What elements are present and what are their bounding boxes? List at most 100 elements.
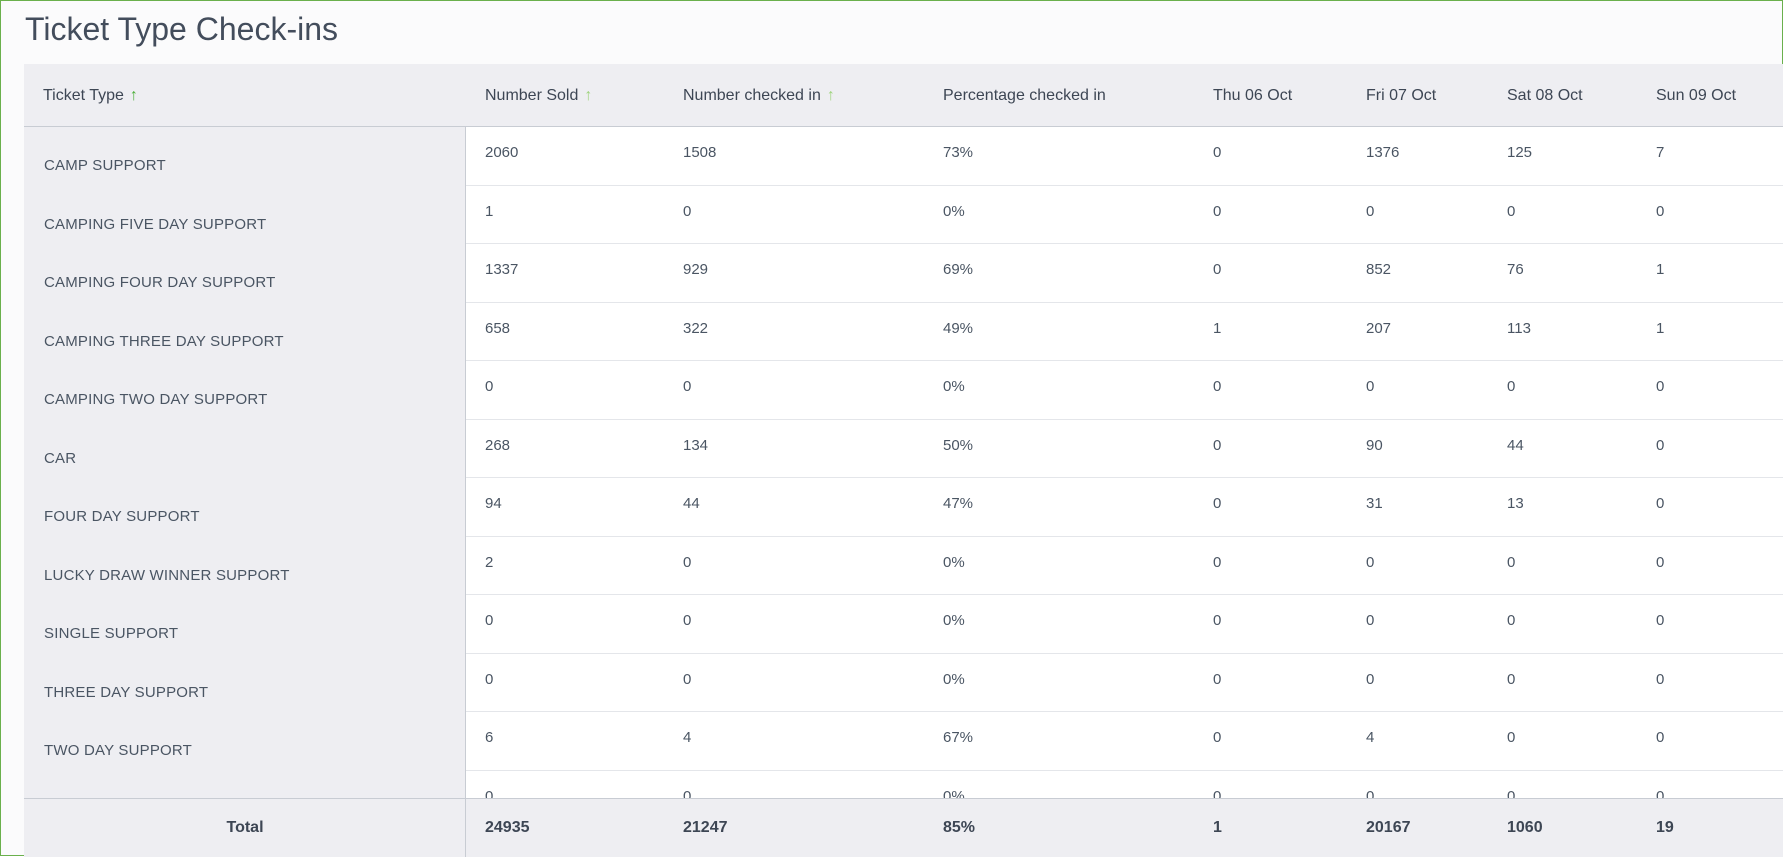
row-divider (466, 243, 1783, 244)
ticket-type-name: FOUR DAY SUPPORT (44, 508, 200, 525)
table-cell: 0 (1656, 553, 1665, 571)
table-cell: 0 (1366, 670, 1375, 688)
row-divider (466, 652, 1783, 654)
arrow-up-icon[interactable]: ↑ (584, 87, 593, 104)
header-number-checked-in[interactable]: Number checked in ↑ (683, 64, 835, 127)
table-row[interactable]: SINGLE SUPPORT 0 0 0% 0 0 0 0 (24, 595, 1783, 654)
table-cell: 0 (1656, 787, 1665, 805)
table-cell: 0 (485, 612, 494, 629)
table-cell: 6 (485, 729, 494, 746)
total-sun: 19 (1656, 819, 1674, 836)
table-cell: 0 (485, 670, 494, 688)
ticket-type-name: THREE DAY SUPPORT (44, 683, 209, 701)
ticket-type-name: CAMPING TWO DAY SUPPORT (44, 391, 268, 408)
table-cell: 0% (943, 670, 965, 688)
table-cell: 0 (1656, 436, 1665, 454)
table-cell: 0 (683, 202, 692, 220)
table-cell: 73% (943, 144, 974, 161)
table-cell: 0 (1366, 378, 1375, 395)
table-cell: 2060 (485, 144, 519, 161)
row-divider (466, 477, 1783, 478)
table-cell: 1337 (485, 261, 519, 278)
header-number-sold[interactable]: Number Sold ↑ (485, 64, 592, 127)
table-cell: 0 (1656, 729, 1665, 746)
row-divider (466, 594, 1783, 595)
table-cell: 0 (1213, 144, 1222, 161)
table-row[interactable]: CAMPING TWO DAY SUPPORT 0 0 0% 0 0 0 0 (24, 361, 1783, 420)
table-cell: 0 (1656, 670, 1665, 688)
table-cell: 929 (683, 261, 709, 278)
table-row[interactable]: FOUR DAY SUPPORT 94 44 47% 0 31 13 0 (24, 478, 1783, 537)
total-thu: 1 (1213, 819, 1222, 836)
header-thu[interactable]: Thu 06 Oct (1213, 64, 1292, 127)
table-cell: 0 (1656, 202, 1665, 220)
table-cell: 268 (485, 436, 511, 454)
table-cell: 0 (1366, 787, 1375, 805)
ticket-type-name: CAMPING FOUR DAY SUPPORT (44, 274, 276, 291)
row-divider (466, 360, 1783, 361)
table-row[interactable]: THREE DAY SUPPORT 0 0 0% 0 0 0 0 (24, 654, 1783, 712)
ticket-type-column (24, 127, 466, 857)
table-cell: 90 (1366, 436, 1383, 454)
header-label: Number Sold (485, 87, 579, 104)
header-sat[interactable]: Sat 08 Oct (1507, 64, 1583, 127)
table-cell: 13 (1507, 495, 1524, 512)
table-cell: 31 (1366, 495, 1383, 512)
ticket-type-name: SINGLE SUPPORT (44, 625, 179, 642)
table-cell: 0 (1507, 202, 1516, 220)
table-cell: 0 (1213, 436, 1222, 454)
checkins-table[interactable]: Ticket Type ↑ Number Sold ↑ Number checked… (24, 64, 1783, 857)
table-cell: 1376 (1366, 144, 1400, 161)
table-cell: 322 (683, 319, 709, 337)
row-divider (466, 535, 1783, 537)
table-row[interactable]: CAMPING FOUR DAY SUPPORT 1337 929 69% 0 852 76… (24, 244, 1783, 303)
row-divider (466, 769, 1783, 771)
table-cell: 0% (943, 202, 965, 220)
table-cell: 0 (1656, 378, 1665, 395)
table-cell: 44 (683, 495, 700, 512)
table-cell: 4 (1366, 729, 1375, 746)
table-cell: 1 (485, 202, 494, 220)
arrow-up-icon[interactable]: ↑ (129, 87, 138, 104)
ticket-type-name: CAMPING FIVE DAY SUPPORT (44, 215, 267, 233)
table-cell: 49% (943, 319, 974, 337)
table-cell: 2 (485, 553, 494, 571)
table-cell: 50% (943, 436, 974, 454)
arrow-up-icon[interactable]: ↑ (826, 87, 835, 104)
header-label: Ticket Type (43, 87, 124, 104)
table-row[interactable]: CAMPING THREE DAY SUPPORT 658 322 49% 1 207 11… (24, 303, 1783, 361)
table-row[interactable]: CAMP SUPPORT 2060 1508 73% 0 1376 125 7 (24, 127, 1783, 186)
header-fri[interactable]: Fri 07 Oct (1366, 64, 1436, 127)
table-cell: 658 (485, 319, 511, 337)
table-cell: 0 (1213, 378, 1222, 395)
table-cell: 0 (1213, 261, 1222, 278)
table-cell: 0 (683, 378, 692, 395)
total-label: Total (226, 819, 264, 836)
header-sun[interactable]: Sun 09 Oct (1656, 64, 1736, 127)
table-cell: 0 (1213, 553, 1222, 571)
table-cell: 0 (683, 787, 692, 805)
total-percentage: 85% (943, 819, 976, 836)
table-cell: 0 (683, 553, 692, 571)
total-sat: 1060 (1507, 819, 1543, 836)
table-cell: 94 (485, 495, 502, 512)
ticket-type-name: CAR (44, 449, 77, 467)
table-row[interactable]: CAR 268 134 50% 0 90 44 0 (24, 420, 1783, 478)
total-fri: 20167 (1366, 819, 1411, 836)
header-ticket-type[interactable]: Ticket Type ↑ (43, 64, 138, 127)
ticket-type-name: LUCKY DRAW WINNER SUPPORT (44, 566, 290, 584)
header-label: Number checked in (683, 87, 821, 104)
header-percentage-checked-in[interactable]: Percentage checked in (943, 64, 1106, 127)
row-divider (466, 418, 1783, 420)
table-header: Ticket Type ↑ Number Sold ↑ Number checked… (24, 64, 1783, 127)
table-row[interactable]: TWO DAY SUPPORT 6 4 67% 0 4 0 0 (24, 712, 1783, 771)
table-cell: 0 (1213, 670, 1222, 688)
table-cell: 0% (943, 378, 965, 395)
table-cell: 7 (1656, 144, 1665, 161)
row-divider (466, 301, 1783, 303)
ticket-type-name: CAMP SUPPORT (44, 157, 166, 174)
table-cell: 47% (943, 495, 974, 512)
table-row[interactable]: LUCKY DRAW WINNER SUPPORT 2 0 0% 0 0 0 0 (24, 537, 1783, 595)
table-row[interactable]: CAMPING FIVE DAY SUPPORT 1 0 0% 0 0 0 0 (24, 186, 1783, 244)
